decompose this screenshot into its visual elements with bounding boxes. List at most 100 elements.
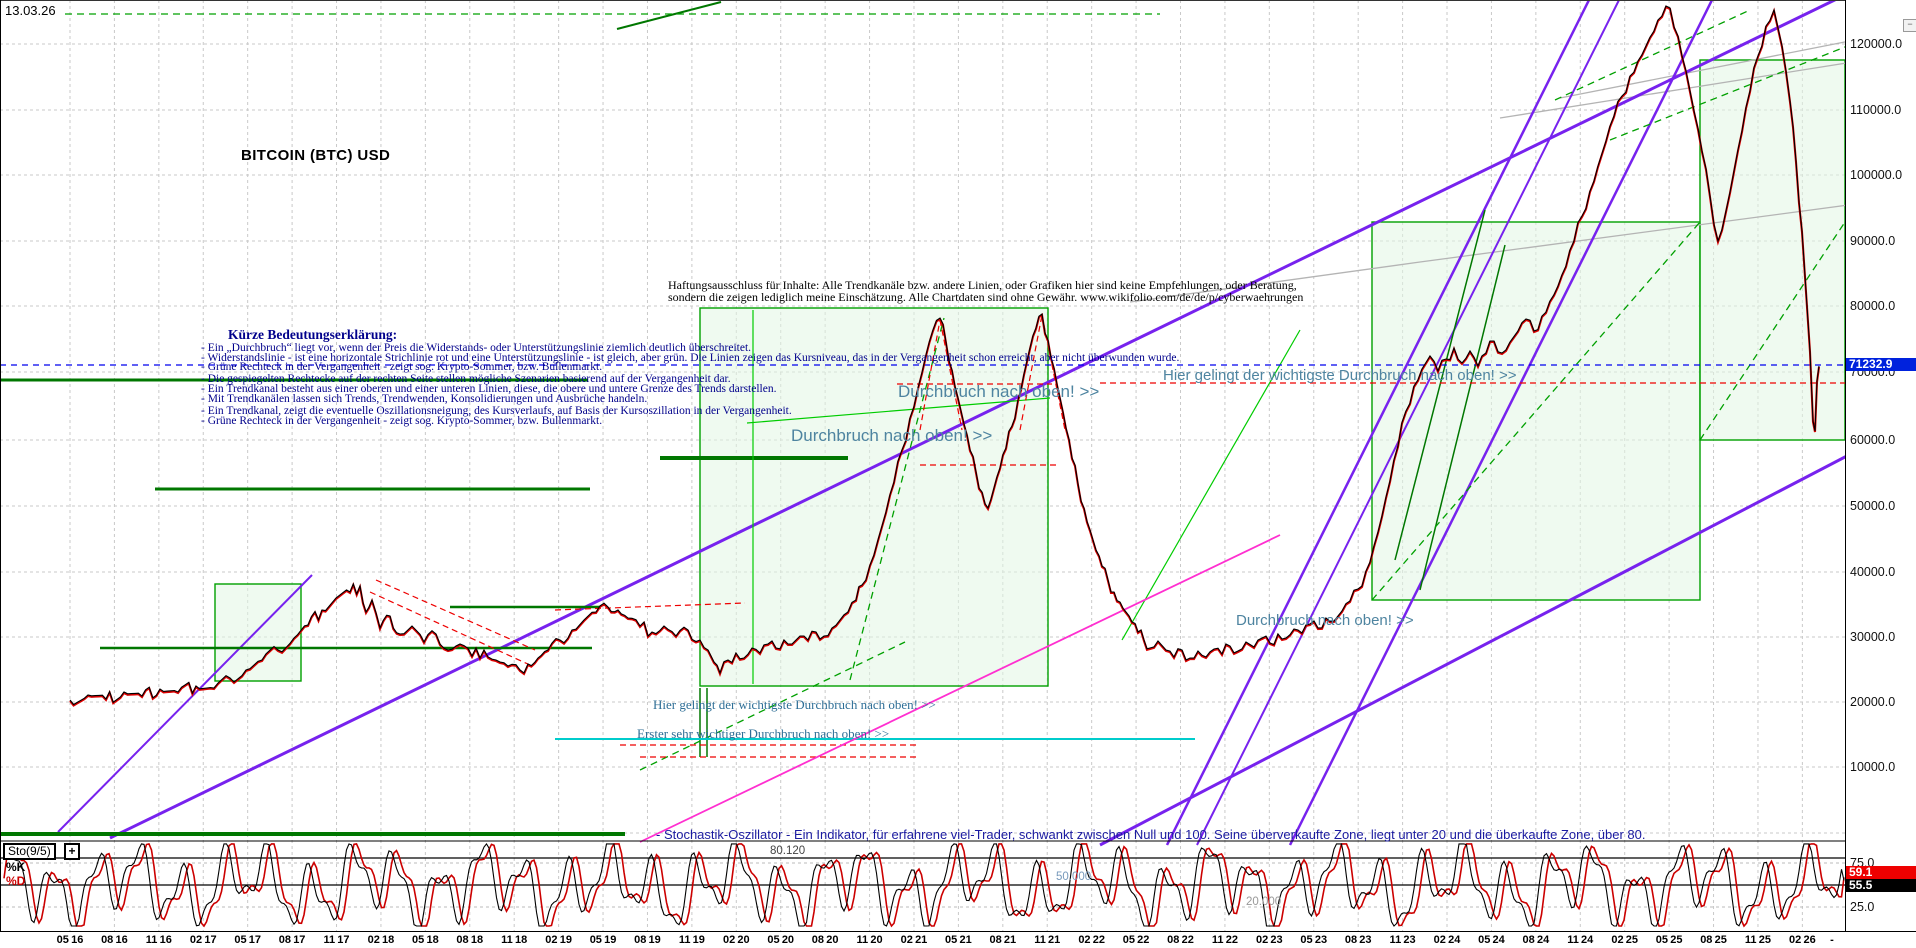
percent-d-label: %D (6, 874, 26, 888)
date-axis-label: 11 25 (1744, 934, 1771, 946)
add-indicator-button[interactable]: + (64, 843, 80, 860)
green-dashed-support (639, 641, 906, 771)
red-dashed-resistance (919, 319, 941, 431)
disclaimer-line-1: Haftungsausschluss für Inhalte: Alle Tre… (668, 278, 1297, 292)
date-axis-label: 11 20 (856, 934, 883, 946)
date-axis-label: 02 20 (722, 934, 750, 946)
date-axis-label: 11 19 (678, 934, 705, 946)
oscillator-description: - Stochastik-Oszillator - Ein Indikator,… (656, 827, 1646, 842)
date-axis-label: 11 18 (501, 934, 528, 946)
oscillator-axis-tick: 25.0 (1850, 900, 1875, 914)
date-axis-label: 08 20 (811, 934, 839, 946)
green-support-line (1394, 209, 1486, 561)
date-axis-label: 02 21 (900, 934, 928, 946)
red-dashed-resistance (554, 602, 746, 611)
breakout-annotation-2: Durchbruch nach oben! >> (791, 426, 993, 445)
date-axis-label: 11 24 (1567, 934, 1594, 946)
gespiegeltes-szenario-box (1699, 59, 1846, 441)
price-axis-tick: 50000.0 (1850, 499, 1896, 513)
price-series (69, 5, 1820, 706)
breakout-annotation-1: Durchbruch nach oben! >> (898, 382, 1100, 401)
breakout-annotation-4: Durchbruch nach oben! >> (1236, 612, 1414, 629)
date-axis-label: 08 16 (101, 934, 128, 946)
date-axis-label: 11 17 (323, 934, 350, 946)
breakout-annotation-5: Hier gelingt der wichtigste Durchbruch n… (653, 697, 936, 712)
red-dashed-resistance (375, 579, 536, 651)
price-axis-tick: 110000.0 (1850, 103, 1902, 117)
date-axis-label: 02 24 (1433, 934, 1461, 946)
price-axis-tick: 40000.0 (1850, 565, 1896, 579)
krypto-sommer-2023-25-box (1371, 221, 1701, 601)
price-axis-tick: 120000.0 (1850, 37, 1903, 51)
date-axis-label: 05 17 (234, 934, 262, 946)
date-axis-label: 11 16 (145, 934, 172, 946)
date-axis-label: 02 26 (1789, 934, 1816, 946)
minimize-icon[interactable]: − (1903, 19, 1916, 32)
date-axis-label: 11 22 (1211, 934, 1238, 946)
stochastic-d-series (3, 842, 1845, 928)
green-support-line (1121, 329, 1301, 641)
oscillator-level-label-80.120: 80.120 (770, 845, 806, 857)
purple-trend-channel-line (1288, 0, 1714, 846)
stochastic-k-series (4, 842, 1845, 927)
date-axis-label: 08 18 (456, 934, 484, 946)
date-axis-label: 11 23 (1389, 934, 1416, 946)
oscillator-level-label-50.000: 50.000 (1056, 871, 1092, 883)
date-axis-label: 02 19 (545, 934, 572, 946)
green-support-line (1419, 244, 1506, 591)
explanation-bullet-5: - Ein Trendkanal besteht aus einer obere… (201, 383, 777, 395)
purple-trend-channel-line (1165, 0, 1591, 846)
green-dashed-support (849, 317, 945, 681)
date-axis-label: 11 21 (1034, 934, 1061, 946)
date-axis-label: 08 21 (989, 934, 1017, 946)
explanation-bullet-8: - Grüne Rechteck in der Vergangenheit - … (201, 415, 603, 427)
stochastic-d-badge: 59.1 (1846, 866, 1916, 879)
current-price-badge: 71232.9 (1846, 358, 1916, 371)
krypto-sommer-2020-21-box (699, 307, 1049, 687)
date-axis-label: 02 23 (1255, 934, 1283, 946)
price-axis-tick: 90000.0 (1850, 234, 1896, 248)
explanation-bullet-2: - Widerstandslinie - ist eine horizontal… (201, 352, 1180, 364)
date-axis-label: 05 22 (1122, 934, 1150, 946)
green-dashed-support (1699, 221, 1846, 441)
date-axis-label: 05 16 (56, 934, 84, 946)
date-axis-label: 08 23 (1344, 934, 1372, 946)
breakout-annotation-6: Erster sehr wichtiger Durchbruch nach ob… (637, 726, 890, 741)
purple-trend-channel-line (1099, 418, 1916, 847)
date-axis-label: 05 21 (945, 934, 972, 946)
price-axis-tick: 60000.0 (1850, 433, 1896, 447)
breakout-annotation-3: Hier gelingt der wichtigste Durchbruch n… (1163, 367, 1517, 384)
gray-trend-line (1419, 195, 1916, 263)
purple-trend-channel-line (1196, 0, 1620, 846)
date-axis-label: 02 18 (367, 934, 395, 946)
explanation-bullet-3: - Grüne Rechteck in der Vergangenheit - … (201, 361, 603, 373)
price-axis-tick: 80000.0 (1850, 299, 1896, 313)
chart-date-label: 13.03.26 (5, 3, 56, 18)
date-axis-label: 08 22 (1167, 934, 1194, 946)
date-axis-label: 02 25 (1611, 934, 1639, 946)
price-axis-tick: 10000.0 (1850, 760, 1896, 774)
date-axis-label: 08 24 (1522, 934, 1550, 946)
stochastic-indicator-label[interactable]: Sto(9/5) (3, 843, 56, 860)
magenta-trend-line (639, 534, 1281, 843)
oscillator-level-label-20.000: 20.000 (1246, 896, 1282, 908)
date-axis-label: 05 20 (767, 934, 795, 946)
date-axis: 05 16 08 16 11 16 02 17 05 17 08 17 11 17 02 18… (0, 931, 1916, 948)
red-dashed-resistance (939, 319, 963, 431)
stochastic-k-badge: 55.5 (1846, 879, 1916, 892)
explanation-bullet-6: - Mit Trendkanälen lassen sich Trends, T… (201, 393, 648, 405)
date-axis-label: 05 19 (589, 934, 617, 946)
date-axis-label: 05 24 (1478, 934, 1505, 946)
green-support-line (616, 1, 722, 30)
date-axis-label: 05 18 (412, 934, 439, 946)
explanation-heading: Kürze Bedeutungserklärung: (228, 327, 398, 342)
explanation-bullet-7: - Ein Trendkanal, zeigt die eventuelle O… (201, 405, 792, 417)
disclaimer-line-2: sondern die zeigen lediglich meine Einsc… (668, 290, 1304, 304)
purple-trend-channel-line (57, 574, 313, 833)
price-axis-tick: 30000.0 (1850, 630, 1896, 644)
explanation-bullet-1: - Ein „Durchbruch“ liegt vor, wenn der P… (201, 342, 752, 354)
date-axis-trailing-tick: - (1830, 934, 1834, 946)
price-axis: 120000.0 110000.0 100000.0 90000.0 80000.0 70… (1845, 0, 1916, 948)
